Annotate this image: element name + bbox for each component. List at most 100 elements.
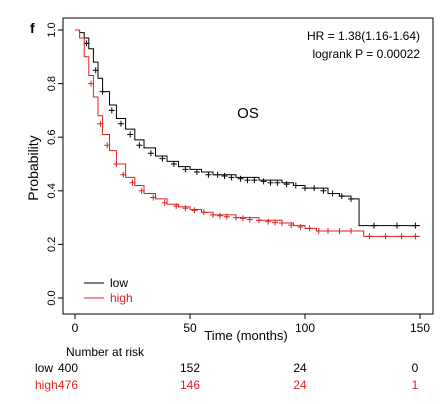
censor-mark-low	[292, 182, 299, 189]
censor-mark-low	[320, 187, 327, 194]
censor-mark-low	[228, 174, 235, 181]
censor-mark-low	[394, 222, 400, 229]
censor-mark-low	[412, 222, 419, 229]
y-tick-label: 0.4	[46, 183, 58, 198]
censor-mark-low	[182, 166, 189, 173]
censor-mark-low	[205, 171, 212, 178]
censor-mark-low	[118, 120, 124, 127]
censor-mark-low	[147, 150, 154, 157]
censor-mark-high	[104, 142, 111, 149]
censor-mark-high	[366, 233, 373, 240]
censor-mark-low	[92, 67, 99, 74]
censor-mark-high	[239, 215, 246, 222]
censor-mark-low	[348, 195, 354, 202]
censor-mark-low	[136, 142, 143, 149]
censor-mark-high	[113, 161, 120, 167]
censor-mark-low	[251, 177, 258, 184]
censor-mark-low	[302, 185, 308, 192]
y-tick-label: 0.8	[46, 76, 58, 91]
censor-mark-low	[267, 179, 274, 186]
y-tick-label: 1.0	[46, 22, 58, 37]
censor-mark-high	[297, 223, 304, 230]
censor-mark-low	[214, 171, 221, 178]
censor-mark-high	[336, 228, 343, 234]
censor-mark-high	[348, 228, 354, 234]
x-axis-label: Time (months)	[204, 328, 287, 343]
censor-mark-low	[371, 222, 377, 229]
risk-count-low: 152	[180, 361, 200, 375]
censor-mark-low	[283, 181, 290, 188]
risk-count-low: 0	[412, 361, 419, 375]
censor-mark-high	[246, 216, 253, 223]
censor-mark-high	[398, 233, 405, 240]
censor-mark-high	[182, 205, 189, 212]
chart-title: OS	[237, 105, 259, 122]
censor-mark-low	[244, 177, 251, 184]
censor-mark-high	[150, 194, 157, 201]
x-tick-label: 0	[72, 321, 79, 335]
censor-mark-low	[108, 107, 115, 114]
censor-mark-low	[127, 131, 134, 138]
risk-row-label-low: low	[35, 361, 53, 375]
censor-mark-high	[138, 187, 145, 194]
survival-curve-low	[75, 29, 420, 227]
censor-mark-high	[288, 222, 295, 229]
risk-count-low: 24	[293, 361, 307, 375]
censor-mark-high	[315, 228, 322, 234]
y-tick-label: 0.2	[46, 237, 58, 252]
y-axis: 0.0 0.2 0.4 0.6 0.8 1.0	[46, 22, 63, 306]
censor-mark-high	[256, 217, 262, 224]
censor-mark-high	[382, 233, 389, 240]
risk-table: low 400 152 24 0 high 476 146 24 1	[35, 361, 419, 392]
risk-row-label-high: high	[35, 378, 58, 392]
censor-mark-low	[274, 179, 281, 186]
censor-mark-low	[338, 193, 345, 200]
censor-mark-low	[237, 175, 244, 182]
legend: low high	[84, 276, 133, 305]
y-axis-label: Probability	[25, 135, 41, 200]
panel-label: f	[30, 20, 35, 36]
censor-mark-high	[210, 211, 216, 218]
risk-count-high: 1	[412, 378, 419, 392]
censor-mark-low	[329, 190, 336, 197]
censor-mark-high	[216, 212, 223, 219]
x-axis: 0 50 100 150	[72, 314, 430, 335]
censor-mark-high	[161, 199, 168, 206]
risk-count-high: 146	[180, 378, 200, 392]
x-tick-label: 150	[410, 321, 430, 335]
censor-mark-high	[265, 218, 272, 225]
x-tick-label: 50	[183, 321, 197, 335]
censor-mark-high	[97, 120, 104, 127]
x-tick-label: 100	[295, 321, 315, 335]
censor-mark-high	[325, 228, 331, 234]
survival-curves	[75, 29, 420, 240]
censor-mark-high	[173, 203, 180, 210]
logrank-annotation: logrank P = 0.00022	[312, 47, 420, 61]
censor-mark-low	[221, 173, 228, 180]
censor-mark-low	[193, 169, 200, 176]
censor-mark-high	[191, 207, 198, 214]
censor-mark-high	[129, 179, 136, 186]
censor-mark-low	[170, 161, 177, 167]
risk-table-title: Number at risk	[66, 345, 145, 359]
hr-annotation: HR = 1.38(1.16-1.64)	[307, 29, 420, 43]
censor-mark-high	[272, 219, 279, 226]
plot-frame	[62, 17, 434, 315]
censor-mark-high	[306, 225, 313, 232]
censor-mark-low	[260, 178, 267, 185]
legend-label-low: low	[110, 276, 128, 290]
censor-mark-low	[311, 185, 318, 192]
censor-mark-high	[120, 171, 127, 178]
censor-mark-high	[223, 213, 230, 220]
y-tick-label: 0.0	[46, 290, 58, 305]
censor-mark-high	[279, 219, 285, 226]
censor-mark-high	[233, 214, 239, 221]
y-tick-label: 0.6	[46, 130, 58, 145]
legend-label-high: high	[110, 291, 133, 305]
risk-count-high: 476	[58, 378, 78, 392]
censor-mark-low	[99, 88, 106, 95]
censor-mark-low	[159, 155, 166, 162]
risk-count-low: 400	[58, 361, 78, 375]
censor-mark-high	[88, 80, 95, 87]
